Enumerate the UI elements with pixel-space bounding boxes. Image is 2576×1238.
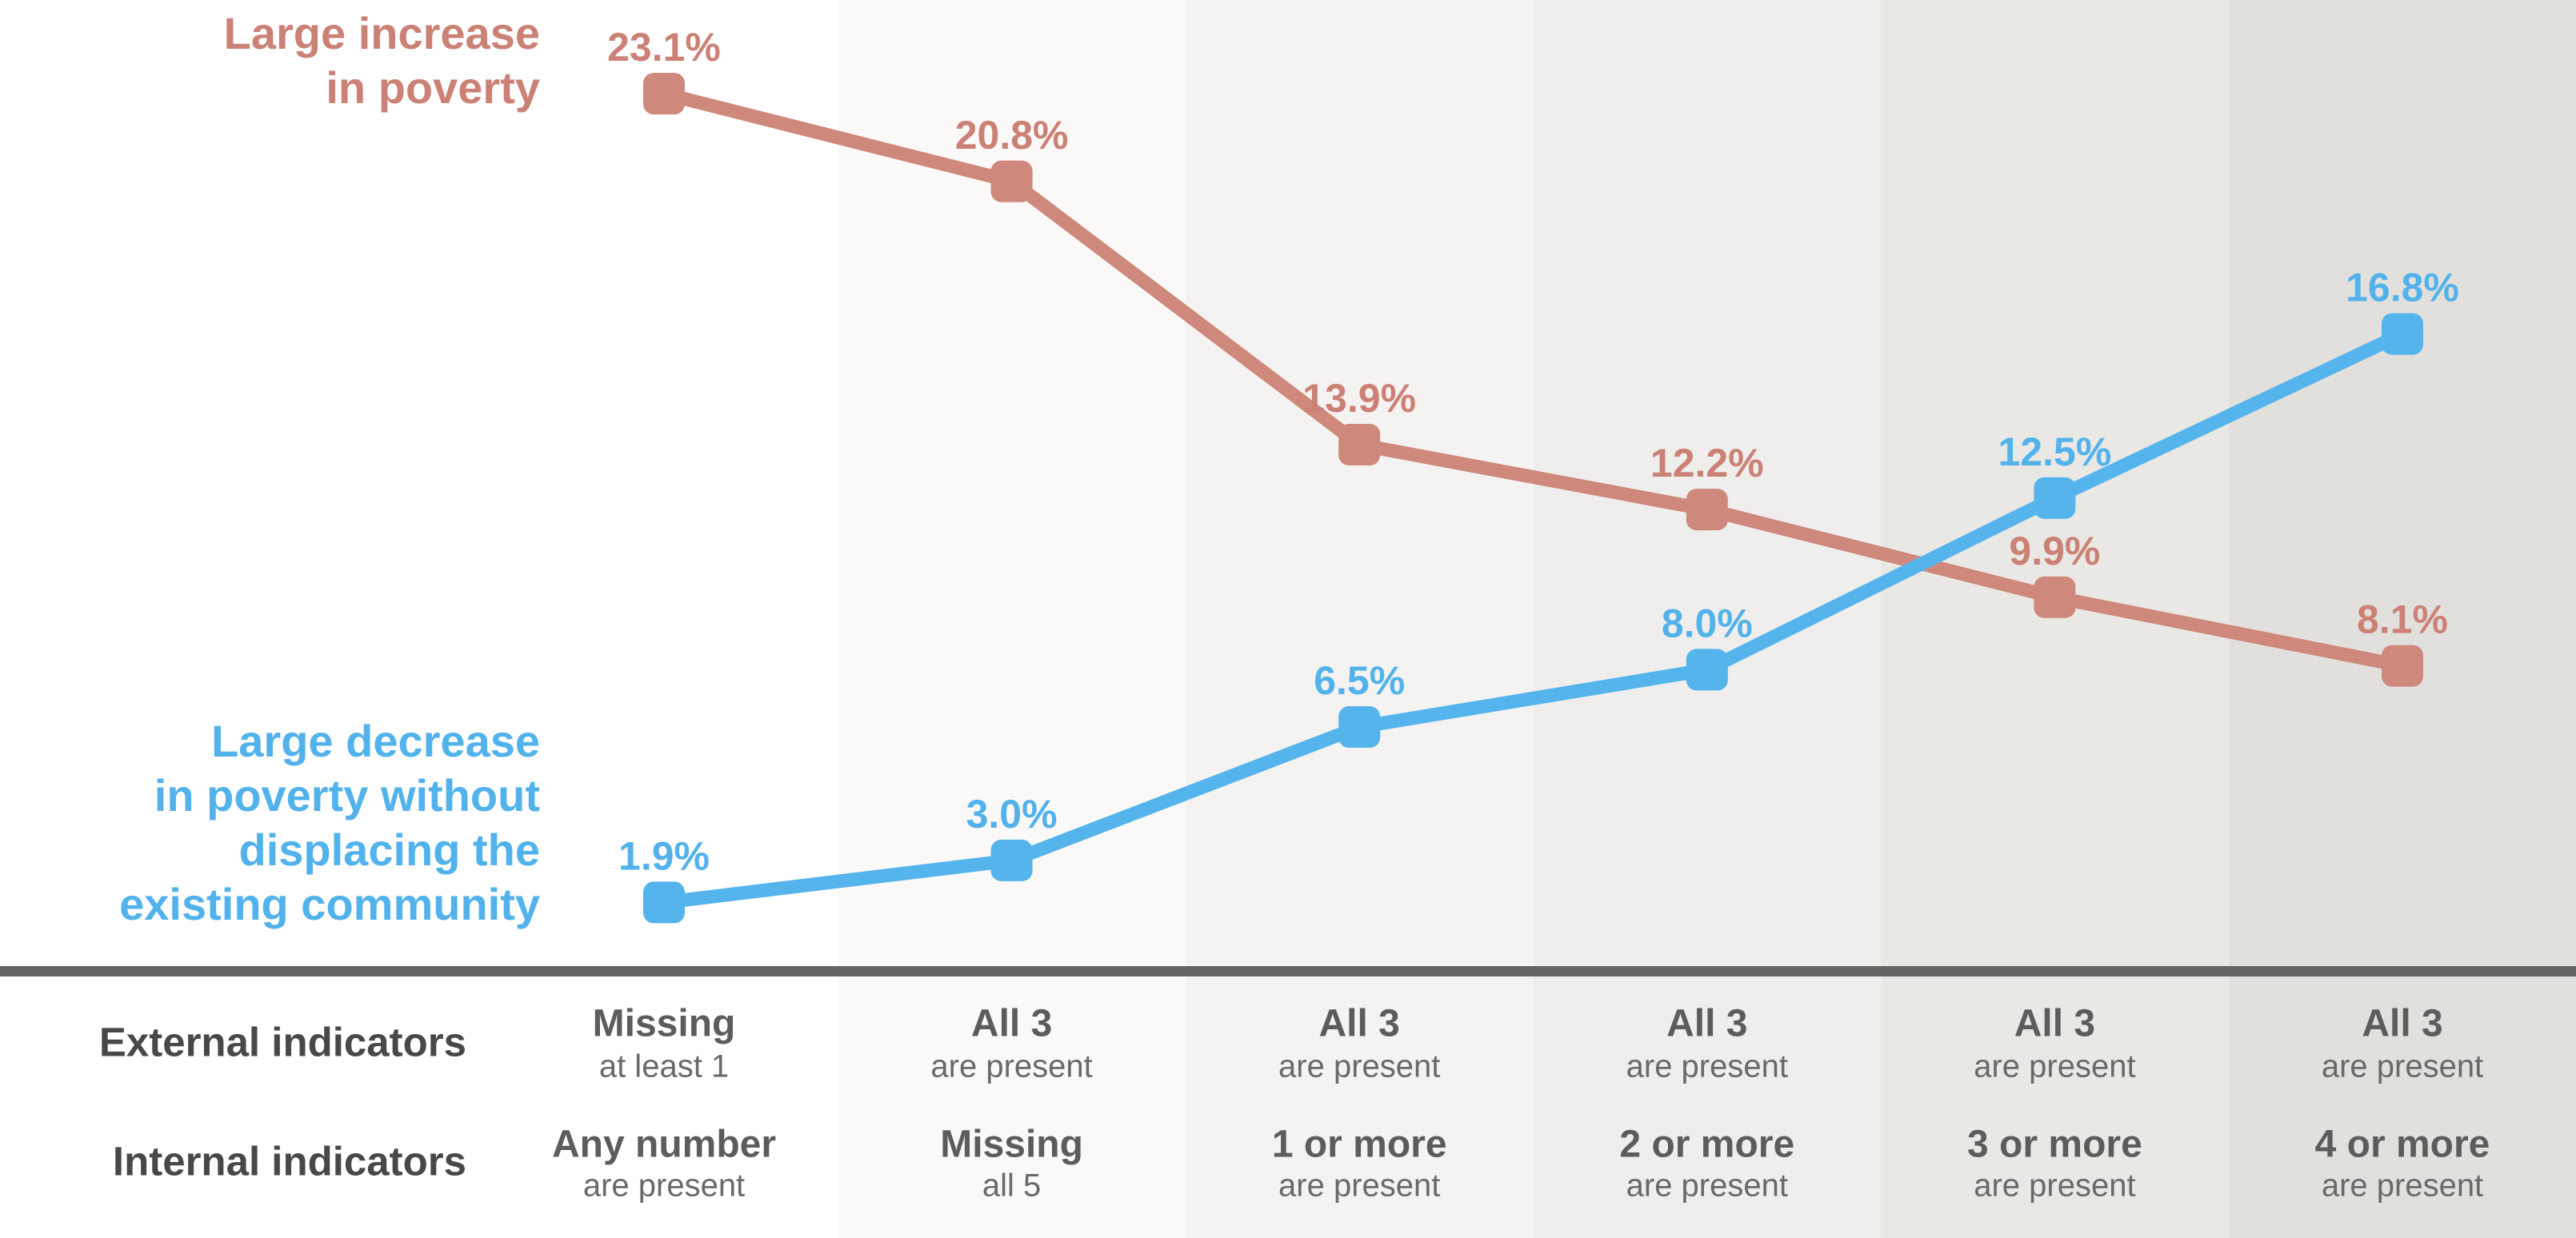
external-main-col3: All 3 [1318,1002,1400,1045]
increase-point-label-4: 9.9% [2009,529,2100,573]
column-band-3 [1185,0,1534,1238]
internal-sub-col5: are present [1974,1168,2136,1204]
increase-marker-2 [1338,424,1381,465]
internal-main-col2: Missing [940,1123,1083,1166]
column-band-2 [838,0,1186,1238]
increase-marker-4 [2034,576,2076,618]
decrease-point-label-1: 3.0% [966,792,1058,837]
series-label-decrease: Large decrease in poverty without displa… [119,716,540,929]
internal-sub-col2: all 5 [982,1168,1042,1204]
increase-marker-1 [990,160,1033,202]
decrease-marker-5 [2382,313,2423,355]
row-label-external-indicators: External indicators [98,1019,466,1065]
internal-main-col6: 4 or more [2314,1123,2490,1166]
decrease-point-label-5: 16.8% [2346,266,2459,310]
external-sub-col3: are present [1278,1048,1441,1084]
x-axis-baseline [0,966,2576,976]
external-main-col2: All 3 [970,1002,1053,1045]
decrease-line [662,327,2406,909]
external-sub-col1: at least 1 [598,1048,730,1084]
decrease-marker-2 [1338,706,1381,748]
increase-point-label-3: 12.2% [1650,441,1764,485]
row-label-internal-indicators: Internal indicators [112,1138,466,1184]
internal-main-col4: 2 or more [1619,1123,1795,1166]
decrease-marker-1 [990,839,1033,881]
decrease-point-label-0: 1.9% [618,833,710,878]
increase-point-label-0: 23.1% [607,25,721,70]
internal-sub-col1: are present [582,1168,746,1204]
series-label-increase: Large increase in poverty [223,8,540,113]
internal-main-col5: 3 or more [1967,1123,2142,1166]
external-main-col5: All 3 [2014,1002,2096,1045]
external-main-col4: All 3 [1666,1002,1748,1045]
external-sub-col2: are present [930,1048,1093,1084]
internal-sub-col3: are present [1278,1168,1441,1204]
increase-marker-5 [2382,645,2423,687]
increase-point-label-2: 13.9% [1302,376,1416,421]
column-band-6 [2228,0,2576,1238]
decrease-point-label-3: 8.0% [1662,601,1753,645]
external-sub-col6: are present [2321,1048,2484,1084]
increase-marker-3 [1686,489,1728,531]
decrease-marker-3 [1686,649,1728,691]
internal-main-col1: Any number [551,1123,777,1166]
increase-point-label-1: 20.8% [955,113,1069,158]
external-main-col6: All 3 [2362,1002,2443,1045]
increase-marker-0 [643,73,685,115]
external-main-col1: Missing [592,1002,736,1045]
decrease-marker-4 [2034,477,2076,519]
decrease-point-label-4: 12.5% [1998,429,2112,474]
external-sub-col4: are present [1626,1048,1788,1084]
internal-sub-col4: are present [1626,1168,1788,1204]
increase-line [662,86,2404,673]
internal-main-col3: 1 or more [1271,1123,1447,1166]
internal-sub-col6: are present [2321,1168,2484,1204]
decrease-point-label-2: 6.5% [1314,658,1405,703]
decrease-marker-0 [643,881,685,924]
external-sub-col5: are present [1974,1048,2136,1084]
increase-point-label-5: 8.1% [2357,597,2448,642]
